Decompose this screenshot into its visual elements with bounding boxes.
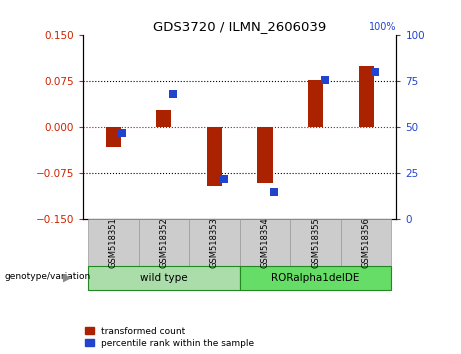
Text: RORalpha1delDE: RORalpha1delDE <box>272 273 360 283</box>
Bar <box>189 219 240 266</box>
Text: GSM518351: GSM518351 <box>109 217 118 268</box>
Bar <box>341 219 391 266</box>
Bar <box>257 127 272 183</box>
Text: GSM518353: GSM518353 <box>210 217 219 268</box>
Text: GSM518352: GSM518352 <box>160 217 168 268</box>
Title: GDS3720 / ILMN_2606039: GDS3720 / ILMN_2606039 <box>153 20 326 33</box>
Bar <box>207 127 222 186</box>
Legend: transformed count, percentile rank within the sample: transformed count, percentile rank withi… <box>83 325 256 349</box>
Text: wild type: wild type <box>140 273 188 283</box>
Bar <box>240 219 290 266</box>
Text: GSM518354: GSM518354 <box>260 217 270 268</box>
Bar <box>88 266 240 290</box>
Bar <box>106 127 121 147</box>
Text: GSM518356: GSM518356 <box>361 217 371 268</box>
Text: 100%: 100% <box>369 22 396 32</box>
Bar <box>359 66 374 127</box>
Bar <box>308 80 323 127</box>
Text: ▶: ▶ <box>63 273 71 283</box>
Bar <box>139 219 189 266</box>
Bar <box>88 219 139 266</box>
Text: genotype/variation: genotype/variation <box>5 272 91 281</box>
Text: GSM518355: GSM518355 <box>311 217 320 268</box>
Bar <box>240 266 391 290</box>
Bar <box>290 219 341 266</box>
Bar <box>156 110 171 127</box>
